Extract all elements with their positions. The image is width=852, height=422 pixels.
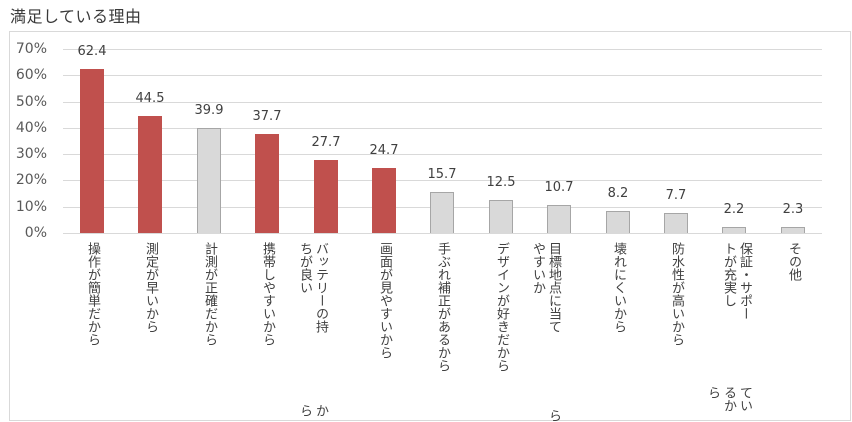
bar xyxy=(430,192,454,233)
bar xyxy=(489,200,513,233)
y-tick-label: 0% xyxy=(24,225,47,241)
y-tick-label: 70% xyxy=(15,41,47,57)
bar xyxy=(197,128,221,233)
data-label: 27.7 xyxy=(311,135,341,150)
y-tick-label: 30% xyxy=(15,146,47,162)
x-axis-label-line: デザインが好きだから xyxy=(494,242,509,372)
y-tick-label: 40% xyxy=(15,120,47,136)
bar xyxy=(664,213,688,233)
x-axis-label-line: ているから xyxy=(705,386,752,413)
gridline xyxy=(63,49,822,50)
x-axis-label-line: 計測が正確だから xyxy=(202,242,217,346)
gridline xyxy=(63,233,822,234)
bar xyxy=(372,168,396,233)
x-axis-label-line: 手ぶれ補正があるから xyxy=(435,242,450,372)
x-axis-label-line: バッテリーの持ちが良い xyxy=(297,242,328,333)
x-axis-label: デザインが好きだから xyxy=(493,242,509,372)
data-label: 2.2 xyxy=(723,202,745,217)
x-axis-label: バッテリーの持ちが良いから xyxy=(296,242,328,422)
gridline xyxy=(63,154,822,155)
x-axis-label-line: 操作が簡単だから xyxy=(85,242,100,346)
data-label: 7.7 xyxy=(665,188,687,203)
bar xyxy=(255,134,279,233)
x-axis-label-line: 壊れにくいから xyxy=(611,242,626,333)
gridline xyxy=(63,102,822,103)
bar xyxy=(781,227,805,233)
x-axis-label: 操作が簡単だから xyxy=(84,242,100,346)
x-axis-label: 測定が早いから xyxy=(142,242,158,333)
x-axis-label-line: 保証・サポートが充実し xyxy=(721,242,752,320)
x-axis-label-line: 防水性が高いから xyxy=(669,242,684,346)
data-label: 12.5 xyxy=(486,175,516,190)
data-label: 39.9 xyxy=(194,103,224,118)
x-axis-label: 計測が正確だから xyxy=(201,242,217,346)
data-label: 37.7 xyxy=(252,109,282,124)
bar xyxy=(722,227,746,233)
data-label: 2.3 xyxy=(782,202,804,217)
gridline xyxy=(63,75,822,76)
bar xyxy=(80,69,104,233)
data-label: 15.7 xyxy=(427,167,457,182)
x-axis-label-line: 目標地点に当てやすいか xyxy=(530,242,561,333)
data-label: 10.7 xyxy=(544,180,574,195)
data-label: 8.2 xyxy=(607,186,629,201)
x-axis-label-line: ら xyxy=(546,409,561,422)
x-axis-label: 携帯しやすいから xyxy=(259,242,275,346)
y-tick-label: 50% xyxy=(15,94,47,110)
chart-title: 満足している理由 xyxy=(10,7,142,26)
x-axis-label: 画面が見やすいから xyxy=(376,242,392,359)
x-axis-label-line: から xyxy=(297,404,328,418)
x-axis-label: 手ぶれ補正があるから xyxy=(434,242,450,372)
data-label: 62.4 xyxy=(77,44,107,59)
y-tick-label: 10% xyxy=(15,199,47,215)
data-label: 44.5 xyxy=(135,91,165,106)
gridline xyxy=(63,128,822,129)
data-label: 24.7 xyxy=(369,143,399,158)
x-axis-label: 目標地点に当てやすいから xyxy=(529,242,561,422)
gridline xyxy=(63,180,822,181)
bar xyxy=(606,211,630,233)
bar xyxy=(138,116,162,233)
x-axis-label: 壊れにくいから xyxy=(610,242,626,333)
y-tick-label: 20% xyxy=(15,172,47,188)
x-axis-label: 保証・サポートが充実しているから xyxy=(704,242,752,422)
x-axis-label: 防水性が高いから xyxy=(668,242,684,346)
x-axis-label-line: その他 xyxy=(786,242,801,281)
x-axis-label: その他 xyxy=(785,242,801,281)
bar xyxy=(547,205,571,233)
x-axis-label-line: 画面が見やすいから xyxy=(377,242,392,359)
y-tick-label: 60% xyxy=(15,67,47,83)
x-axis-label-line: 携帯しやすいから xyxy=(260,242,275,346)
x-axis-label-line: 測定が早いから xyxy=(143,242,158,333)
bar xyxy=(314,160,338,233)
